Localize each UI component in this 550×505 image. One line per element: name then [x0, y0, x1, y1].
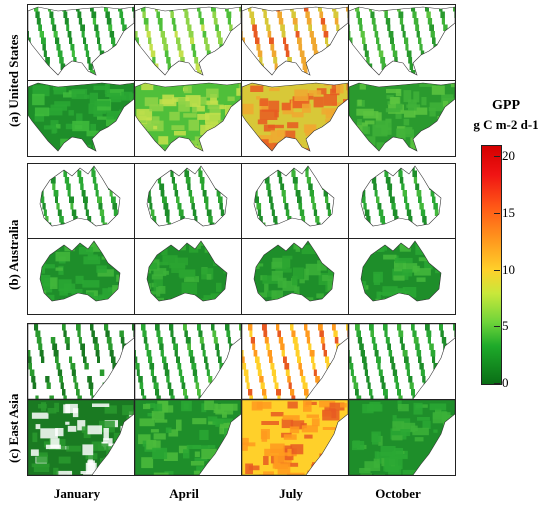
row-label-australia: (b) Australia [6, 219, 21, 290]
united-states-january-full-coverage-map-panel [27, 80, 135, 157]
australia-october-full-coverage-map-panel [348, 238, 456, 315]
australia-july-full-coverage-map-panel [241, 238, 349, 315]
east-asia-july-orbit-swath-sample-panel [241, 323, 349, 400]
colorbar-tick-mark [494, 213, 500, 214]
colorbar-tick-label: 10 [502, 261, 515, 277]
united-states-april-orbit-swath-sample-panel [134, 4, 242, 81]
east-asia-april-full-coverage-map-panel [134, 399, 242, 476]
colorbar-tick-label: 5 [502, 318, 509, 334]
united-states-october-full-coverage-map-panel [348, 80, 456, 157]
australia-october-orbit-swath-sample-panel [348, 163, 456, 240]
column-label-july: July [279, 486, 303, 501]
east-asia-october-orbit-swath-sample-panel [348, 323, 456, 400]
column-label-april: April [169, 486, 199, 501]
column-label-january: January [53, 486, 101, 501]
australia-july-orbit-swath-sample-panel [241, 163, 349, 240]
australia-january-orbit-swath-sample-panel [27, 163, 135, 240]
united-states-january-orbit-swath-sample-panel [27, 4, 135, 81]
east-asia-october-full-coverage-map-panel [348, 399, 456, 476]
australia-april-full-coverage-map-panel [134, 238, 242, 315]
east-asia-january-orbit-swath-sample-panel [27, 323, 135, 400]
east-asia-january-full-coverage-map-panel [27, 399, 135, 476]
legend-title-units: g C m-2 d-1 [473, 117, 539, 132]
gpp-colorbar [481, 145, 502, 385]
column-label-october: October [375, 486, 421, 501]
united-states-july-full-coverage-map-panel [241, 80, 349, 157]
legend-title-gpp: GPP [492, 98, 520, 113]
east-asia-july-full-coverage-map-panel [241, 399, 349, 476]
colorbar-tick-label: 15 [502, 205, 515, 220]
australia-april-orbit-swath-sample-panel [134, 163, 242, 240]
colorbar-tick-mark [494, 156, 500, 158]
row-label-united-states: (a) United States [6, 34, 21, 127]
united-states-april-full-coverage-map-panel [134, 80, 242, 157]
east-asia-april-orbit-swath-sample-panel [134, 323, 242, 400]
colorbar-tick-mark [494, 269, 500, 271]
row-label-east-asia: (c) East Asia [6, 393, 21, 463]
united-states-october-orbit-swath-sample-panel [348, 4, 456, 81]
colorbar-tick-label: 20 [502, 148, 515, 164]
colorbar-tick-mark [494, 383, 500, 384]
colorbar-tick-mark [494, 326, 500, 328]
united-states-july-orbit-swath-sample-panel [241, 4, 349, 81]
australia-january-full-coverage-map-panel [27, 238, 135, 315]
colorbar-tick-label: 0 [502, 375, 509, 390]
